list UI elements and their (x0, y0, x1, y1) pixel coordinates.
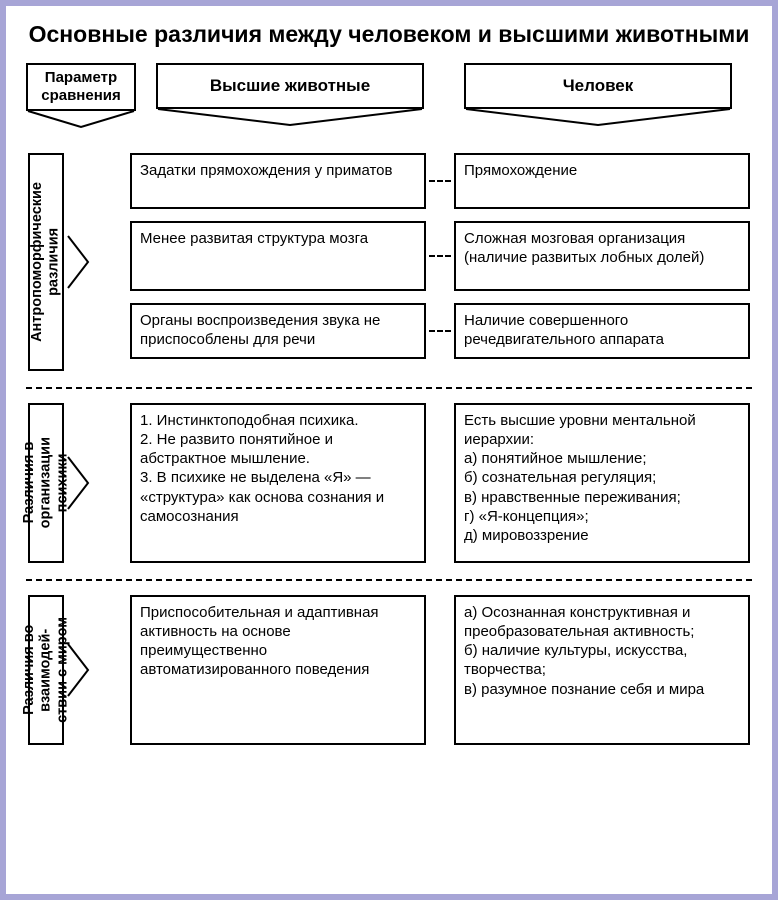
category-psyche: Различия в организации психики 1. Инстин… (26, 403, 752, 563)
cell-animals: Менее развитая структура мозга (130, 221, 426, 291)
category-label: Различия в организации психики (26, 403, 66, 563)
cell-animals: 1. Инстинктоподобная психика. 2. Не разв… (130, 403, 426, 563)
dash-connector (426, 303, 454, 359)
header-human-box: Человек (464, 63, 732, 109)
header-param-box: Параметр сравнения (26, 63, 136, 111)
header-row: Параметр сравнения Высшие животные Челов… (26, 63, 752, 131)
page-title: Основные различия между человеком и высш… (26, 20, 752, 49)
dash-connector (426, 221, 454, 291)
diagram-frame: Основные различия между человеком и высш… (0, 0, 778, 900)
category-label-text: Антропоморфические различия (27, 176, 64, 348)
header-param: Параметр сравнения (26, 63, 136, 131)
chevron-down-icon (26, 109, 136, 131)
category-label: Различия во взаимодей- ствии с миром (26, 595, 66, 745)
arrow-right-icon (66, 153, 96, 371)
cell-animals: Задатки прямохождения у приматов (130, 153, 426, 209)
section-divider (26, 579, 752, 581)
category-label-text: Различия в организации психики (19, 431, 73, 534)
section-divider (26, 387, 752, 389)
header-animals-box: Высшие животные (156, 63, 424, 109)
cell-human: Наличие совершенного речедвигательного а… (454, 303, 750, 359)
chevron-down-icon (464, 107, 732, 129)
table-row: Органы воспроизведения звука не приспосо… (130, 303, 752, 359)
cell-human: а) Осознанная конструктивная и преобразо… (454, 595, 750, 745)
cell-animals: Органы воспроизведения звука не приспосо… (130, 303, 426, 359)
cell-animals: Приспособительная и адаптивная активност… (130, 595, 426, 745)
table-row: Менее развитая структура мозга Сложная м… (130, 221, 752, 291)
table-row: 1. Инстинктоподобная психика. 2. Не разв… (130, 403, 752, 563)
category-interaction: Различия во взаимодей- ствии с миром При… (26, 595, 752, 745)
cell-human: Есть высшие уровни ментальной иерархии: … (454, 403, 750, 563)
chevron-down-icon (156, 107, 424, 129)
category-label-text: Различия во взаимодей- ствии с миром (19, 611, 73, 729)
category-label: Антропоморфические различия (26, 153, 66, 371)
cell-human: Сложная мозговая организация (наличие ра… (454, 221, 750, 291)
table-row: Задатки прямохождения у приматов Прямохо… (130, 153, 752, 209)
cell-human: Прямохождение (454, 153, 750, 209)
table-row: Приспособительная и адаптивная активност… (130, 595, 752, 745)
category-anthropomorphic: Антропоморфические различия Задатки прям… (26, 153, 752, 371)
header-human: Человек (424, 63, 732, 129)
header-animals: Высшие животные (136, 63, 424, 129)
dash-connector (426, 153, 454, 209)
